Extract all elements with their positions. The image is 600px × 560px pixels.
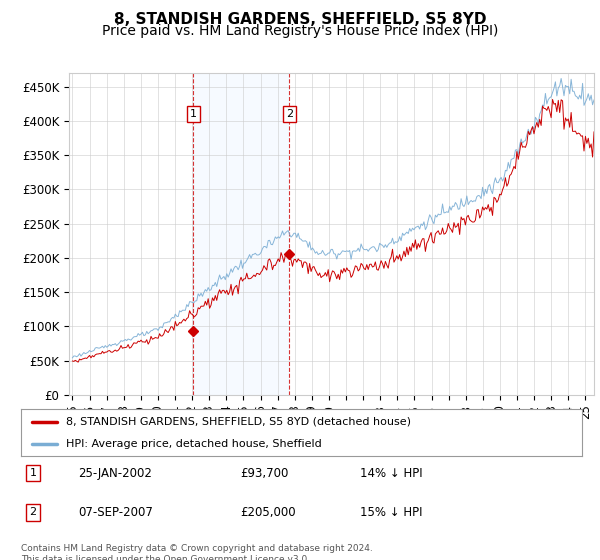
Text: HPI: Average price, detached house, Sheffield: HPI: Average price, detached house, Shef… bbox=[66, 438, 322, 449]
Text: 14% ↓ HPI: 14% ↓ HPI bbox=[360, 466, 422, 480]
Text: 2: 2 bbox=[29, 507, 37, 517]
Text: Price paid vs. HM Land Registry's House Price Index (HPI): Price paid vs. HM Land Registry's House … bbox=[102, 24, 498, 38]
Text: 1: 1 bbox=[190, 109, 197, 119]
Text: £93,700: £93,700 bbox=[240, 466, 289, 480]
Text: 2: 2 bbox=[286, 109, 293, 119]
Text: Contains HM Land Registry data © Crown copyright and database right 2024.
This d: Contains HM Land Registry data © Crown c… bbox=[21, 544, 373, 560]
Text: £205,000: £205,000 bbox=[240, 506, 296, 519]
Text: 8, STANDISH GARDENS, SHEFFIELD, S5 8YD (detached house): 8, STANDISH GARDENS, SHEFFIELD, S5 8YD (… bbox=[66, 417, 411, 427]
Bar bbox=[193, 73, 289, 395]
Text: 1: 1 bbox=[29, 468, 37, 478]
Text: 25-JAN-2002: 25-JAN-2002 bbox=[78, 466, 152, 480]
Text: 07-SEP-2007: 07-SEP-2007 bbox=[78, 506, 153, 519]
Text: 8, STANDISH GARDENS, SHEFFIELD, S5 8YD: 8, STANDISH GARDENS, SHEFFIELD, S5 8YD bbox=[114, 12, 486, 27]
Text: 15% ↓ HPI: 15% ↓ HPI bbox=[360, 506, 422, 519]
